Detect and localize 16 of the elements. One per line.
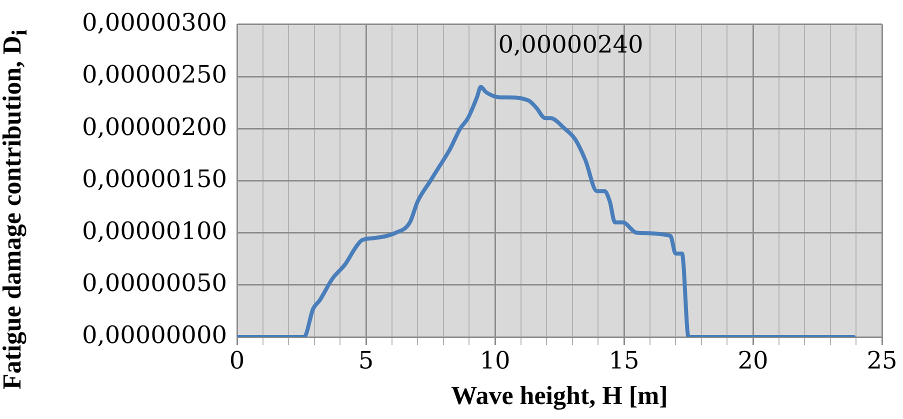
y-tick-label: 0,00000200 [82,112,227,141]
x-tick-label: 5 [358,346,374,375]
y-tick-label: 0,00000050 [82,269,227,298]
x-axis-title: Wave height, H [m] [451,381,668,410]
x-tick-label: 25 [866,346,898,375]
y-tick-label: 0,00000250 [82,60,227,89]
y-tick-label: 0,00000000 [82,321,227,350]
x-tick-label: 0 [229,346,245,375]
y-tick-label: 0,00000100 [82,217,227,246]
x-tick-label: 15 [608,346,640,375]
y-tick-label: 0,00000300 [82,8,227,37]
x-tick-label: 20 [738,346,768,375]
x-tick-label: 10 [480,346,510,375]
annotation: 0,00000240 [498,30,644,59]
line-series [237,84,856,337]
y-tick-label: 0,00000150 [82,164,227,193]
